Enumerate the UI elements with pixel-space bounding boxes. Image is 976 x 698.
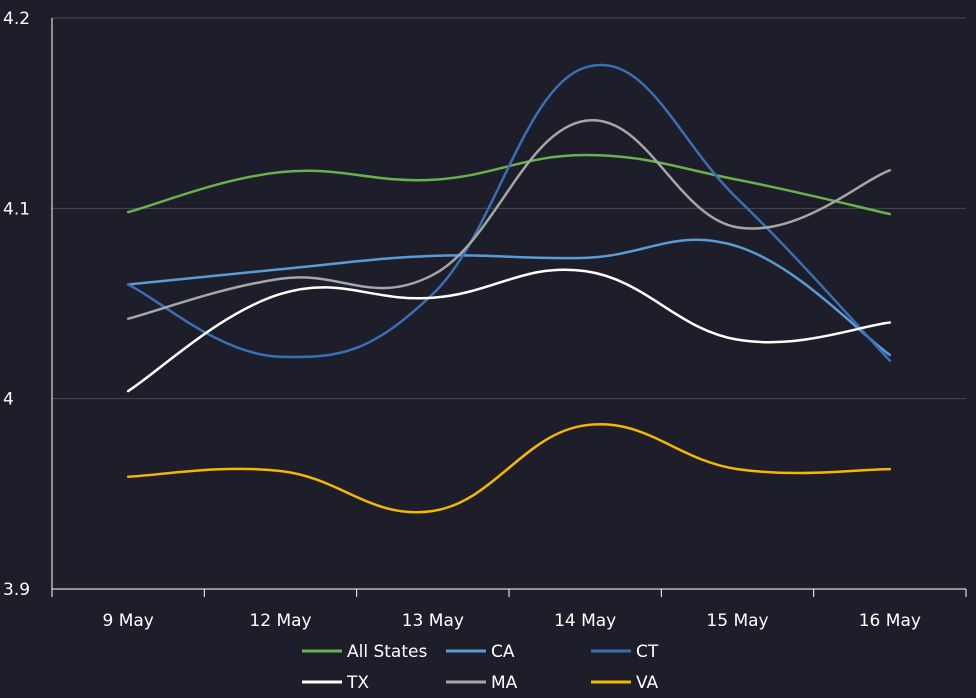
legend-label-va: VA bbox=[636, 673, 659, 693]
x-tick-label: 14 May bbox=[554, 611, 616, 631]
legend-label-tx: TX bbox=[346, 673, 369, 693]
series-line-ct bbox=[126, 63, 892, 362]
series-line-va bbox=[126, 423, 892, 514]
x-tick-label: 13 May bbox=[402, 611, 464, 631]
legend-label-all-states: All States bbox=[347, 642, 427, 662]
y-tick-label: 4.2 bbox=[3, 9, 30, 29]
series-lines bbox=[126, 63, 892, 514]
legend: All States CA CT TX MA VA bbox=[302, 642, 659, 693]
grid-lines bbox=[52, 17, 966, 400]
legend-label-ma: MA bbox=[491, 673, 518, 693]
x-tick-label: 16 May bbox=[859, 611, 921, 631]
y-tick-label: 4 bbox=[3, 390, 14, 410]
y-tick-labels: 3.9 4 4.1 4.2 bbox=[3, 9, 30, 600]
legend-label-ct: CT bbox=[636, 642, 659, 662]
x-tick-labels: 9 May 12 May 13 May 14 May 15 May 16 May bbox=[102, 611, 920, 631]
series-line-ma bbox=[126, 119, 892, 320]
legend-label-ca: CA bbox=[491, 642, 515, 662]
series-line-ca bbox=[126, 238, 892, 357]
y-tick-label: 3.9 bbox=[3, 580, 30, 600]
x-tick-label: 15 May bbox=[706, 611, 768, 631]
x-tick-label: 9 May bbox=[102, 611, 153, 631]
x-tick-label: 12 May bbox=[249, 611, 311, 631]
y-tick-label: 4.1 bbox=[3, 199, 30, 219]
series-line-tx bbox=[126, 268, 892, 393]
axes bbox=[51, 18, 967, 597]
